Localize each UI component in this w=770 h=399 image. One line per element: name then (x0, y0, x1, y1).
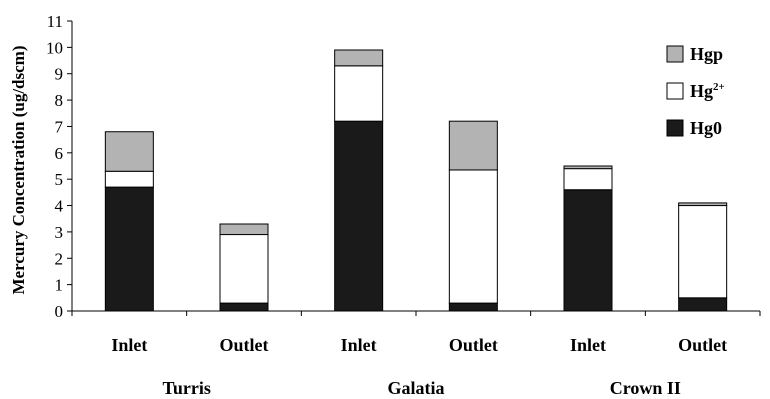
bar-segment-hg0-1 (219, 302, 269, 312)
x-category-label: Inlet (111, 335, 147, 355)
y-axis-label: Mercury Concentration (ug/dscm) (9, 46, 28, 295)
bar-segment-hg2-0 (104, 170, 154, 188)
x-category-label: Outlet (449, 335, 498, 355)
bar-segment-hgp-5 (678, 202, 728, 207)
y-tick-label: 2 (55, 249, 64, 268)
y-tick-label: 0 (55, 302, 64, 321)
bar-segment-hgp-1 (219, 223, 269, 236)
legend-superscript: 2+ (713, 81, 725, 93)
legend-swatch-hgp (666, 45, 684, 63)
y-tick-label: 5 (55, 170, 64, 189)
y-tick-label: 7 (55, 117, 64, 136)
legend-swatch-hg0 (666, 119, 684, 137)
bar-segment-hg0-2 (334, 120, 384, 312)
y-tick-label: 10 (46, 38, 63, 57)
bar-segment-hgp-4 (563, 165, 613, 170)
x-category-label: Inlet (341, 335, 377, 355)
x-category-label: Inlet (570, 335, 606, 355)
x-category-label: Outlet (220, 335, 269, 355)
group-label: Crown II (610, 378, 681, 398)
x-category-label: Outlet (678, 335, 727, 355)
y-tick-label: 9 (55, 65, 64, 84)
y-tick-label: 3 (55, 223, 64, 242)
bar-segment-hg0-5 (678, 297, 728, 312)
y-tick-label: 6 (55, 144, 64, 163)
bar-segment-hg2-2 (334, 65, 384, 122)
bar-segment-hg0-3 (448, 302, 498, 312)
bar-segment-hg2-1 (219, 234, 269, 304)
axes (67, 20, 761, 316)
bars (104, 49, 728, 312)
legend-label: Hgp (690, 44, 723, 64)
y-tick-label: 8 (55, 91, 64, 110)
y-tick-label: 4 (55, 197, 64, 216)
y-tick-label: 11 (47, 12, 63, 31)
legend-swatch-hg2 (666, 82, 684, 100)
legend-label: Hg0 (690, 118, 722, 138)
bar-segment-hgp-2 (334, 49, 384, 67)
legend-label: Hg2+ (690, 81, 725, 101)
bar-segment-hg2-4 (563, 168, 613, 191)
group-label: Turris (162, 378, 210, 398)
bar-segment-hgp-3 (448, 120, 498, 171)
bar-segment-hg2-3 (448, 169, 498, 304)
bar-segment-hg2-5 (678, 205, 728, 299)
legend: Hgp Hg2+ Hg0 (666, 44, 725, 138)
bar-segment-hg0-0 (104, 186, 154, 312)
y-tick-label: 1 (55, 276, 64, 295)
axis-labels: 0 1 2 3 4 5 6 7 8 9 10 11 Mercury Concentration (ug/… (9, 12, 727, 398)
group-label: Galatia (388, 378, 445, 398)
bar-segment-hgp-0 (104, 131, 154, 172)
bar-segment-hg0-4 (563, 189, 613, 312)
